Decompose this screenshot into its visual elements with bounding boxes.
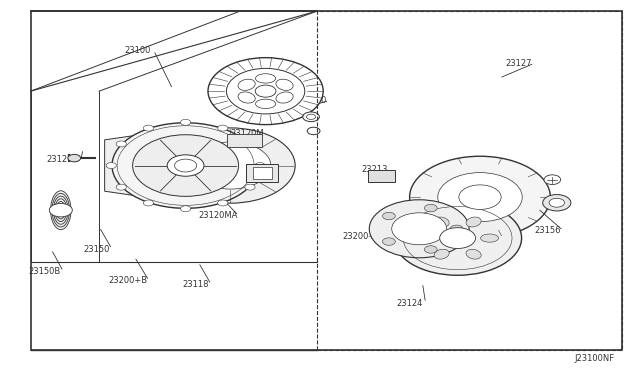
Circle shape <box>245 184 255 190</box>
Text: 23127: 23127 <box>506 59 532 68</box>
Ellipse shape <box>238 79 255 90</box>
Ellipse shape <box>276 79 293 90</box>
Text: 23200+A: 23200+A <box>342 232 381 241</box>
Circle shape <box>208 58 323 125</box>
Text: 23118: 23118 <box>182 280 209 289</box>
Circle shape <box>218 200 228 206</box>
Circle shape <box>116 141 126 147</box>
Circle shape <box>369 200 469 258</box>
Text: 23109: 23109 <box>242 170 268 179</box>
Text: 23120M: 23120M <box>230 129 264 138</box>
Circle shape <box>180 206 191 212</box>
Circle shape <box>143 125 154 131</box>
Circle shape <box>143 200 154 206</box>
Text: 23100: 23100 <box>125 46 151 55</box>
Circle shape <box>167 155 204 176</box>
Circle shape <box>394 201 522 275</box>
Text: 23150B: 23150B <box>29 267 61 276</box>
Text: 23200: 23200 <box>301 96 327 105</box>
Ellipse shape <box>481 234 499 242</box>
Circle shape <box>543 195 571 211</box>
Circle shape <box>459 185 501 209</box>
Circle shape <box>166 128 295 203</box>
Circle shape <box>544 175 561 185</box>
Polygon shape <box>104 129 178 202</box>
Circle shape <box>106 163 116 169</box>
Circle shape <box>307 114 316 119</box>
Ellipse shape <box>466 249 481 259</box>
Circle shape <box>227 68 305 114</box>
Ellipse shape <box>466 217 481 227</box>
Ellipse shape <box>434 217 449 227</box>
Bar <box>368 170 395 182</box>
Text: 23127A: 23127A <box>46 155 78 164</box>
Circle shape <box>255 163 265 169</box>
Circle shape <box>424 246 437 253</box>
Circle shape <box>68 154 81 162</box>
Circle shape <box>392 213 447 245</box>
Bar <box>246 164 278 182</box>
Circle shape <box>112 123 259 208</box>
Circle shape <box>440 228 476 248</box>
Circle shape <box>410 156 550 238</box>
Circle shape <box>245 141 255 147</box>
Circle shape <box>424 204 437 212</box>
Text: 23124: 23124 <box>397 299 423 308</box>
Text: 23150: 23150 <box>83 245 109 254</box>
Ellipse shape <box>51 191 71 230</box>
Circle shape <box>132 135 239 196</box>
Circle shape <box>218 125 228 131</box>
Circle shape <box>303 112 319 122</box>
Text: 23102: 23102 <box>250 90 276 99</box>
Bar <box>227 134 262 147</box>
Ellipse shape <box>255 74 276 83</box>
Ellipse shape <box>134 159 150 172</box>
Circle shape <box>255 85 276 97</box>
Ellipse shape <box>276 92 293 103</box>
Circle shape <box>180 119 191 125</box>
Circle shape <box>438 173 522 222</box>
Ellipse shape <box>434 249 449 259</box>
Circle shape <box>549 198 564 207</box>
Ellipse shape <box>238 92 255 103</box>
Text: 23120MA: 23120MA <box>198 211 238 220</box>
Circle shape <box>175 159 196 172</box>
Text: 23200+B: 23200+B <box>109 276 148 285</box>
Circle shape <box>116 184 126 190</box>
Circle shape <box>49 203 72 217</box>
Text: 23156: 23156 <box>534 226 561 235</box>
Text: J23100NF: J23100NF <box>574 354 614 363</box>
Bar <box>253 167 272 179</box>
Circle shape <box>383 212 396 220</box>
Circle shape <box>307 127 320 135</box>
Bar <box>317 11 622 350</box>
Circle shape <box>451 225 463 232</box>
Circle shape <box>383 238 396 245</box>
Circle shape <box>190 142 271 189</box>
Ellipse shape <box>417 234 435 242</box>
Ellipse shape <box>255 99 276 109</box>
Text: 23213: 23213 <box>362 165 388 174</box>
